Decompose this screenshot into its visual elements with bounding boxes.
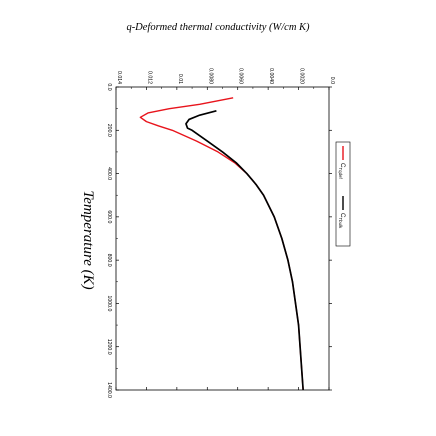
x-tick-label: 0.0 [106, 83, 112, 90]
x-tick-label: 1200.0 [106, 339, 112, 355]
x-tick-label: 1000.0 [106, 295, 112, 311]
y-tick-label: 0.0060 [238, 68, 244, 84]
series-line-tbulk [185, 109, 304, 391]
y-axis-ticks: 0.0 0.0020 0.0040 0.0060 0.0080 0.01 0.012 0.01… [115, 68, 335, 390]
x-tick-label: 400.0 [106, 167, 112, 180]
x-axis-label: Temperature (K) [80, 190, 96, 289]
plot-area [115, 86, 330, 391]
x-axis-ticks: 0.0 200.0 400.0 600.0 800.0 1000.0 1200.0 1400.… [106, 83, 332, 398]
y-tick-label: 0.0020 [299, 68, 305, 84]
legend-label-tqdef: CTqdef [338, 163, 346, 179]
series-line-tqdef [139, 97, 304, 391]
series-lines [139, 97, 304, 391]
x-tick-label: 800.0 [106, 254, 112, 267]
legend-box [335, 141, 351, 247]
x-tick-label: 600.0 [106, 210, 112, 223]
x-tick-label: 1400.0 [106, 382, 112, 398]
x-tick-label: 200.0 [106, 124, 112, 137]
y-tick-label: 0.0040 [268, 68, 274, 84]
y-tick-label: 0.01 [177, 74, 183, 84]
chart-title: q-Deformed thermal conductivity (W/cm K) [126, 22, 310, 33]
y-tick-label: 0.012 [146, 71, 152, 84]
x-axis-label-group: Temperature (K) [80, 190, 96, 289]
y-tick-label: 0.014 [116, 71, 122, 84]
legend: CTqdef CTbulk [335, 141, 351, 247]
legend-label-tbulk: CTbulk [338, 213, 346, 229]
y-tick-label: 0.0080 [207, 68, 213, 84]
y-tick-label: 0.0 [329, 77, 335, 84]
